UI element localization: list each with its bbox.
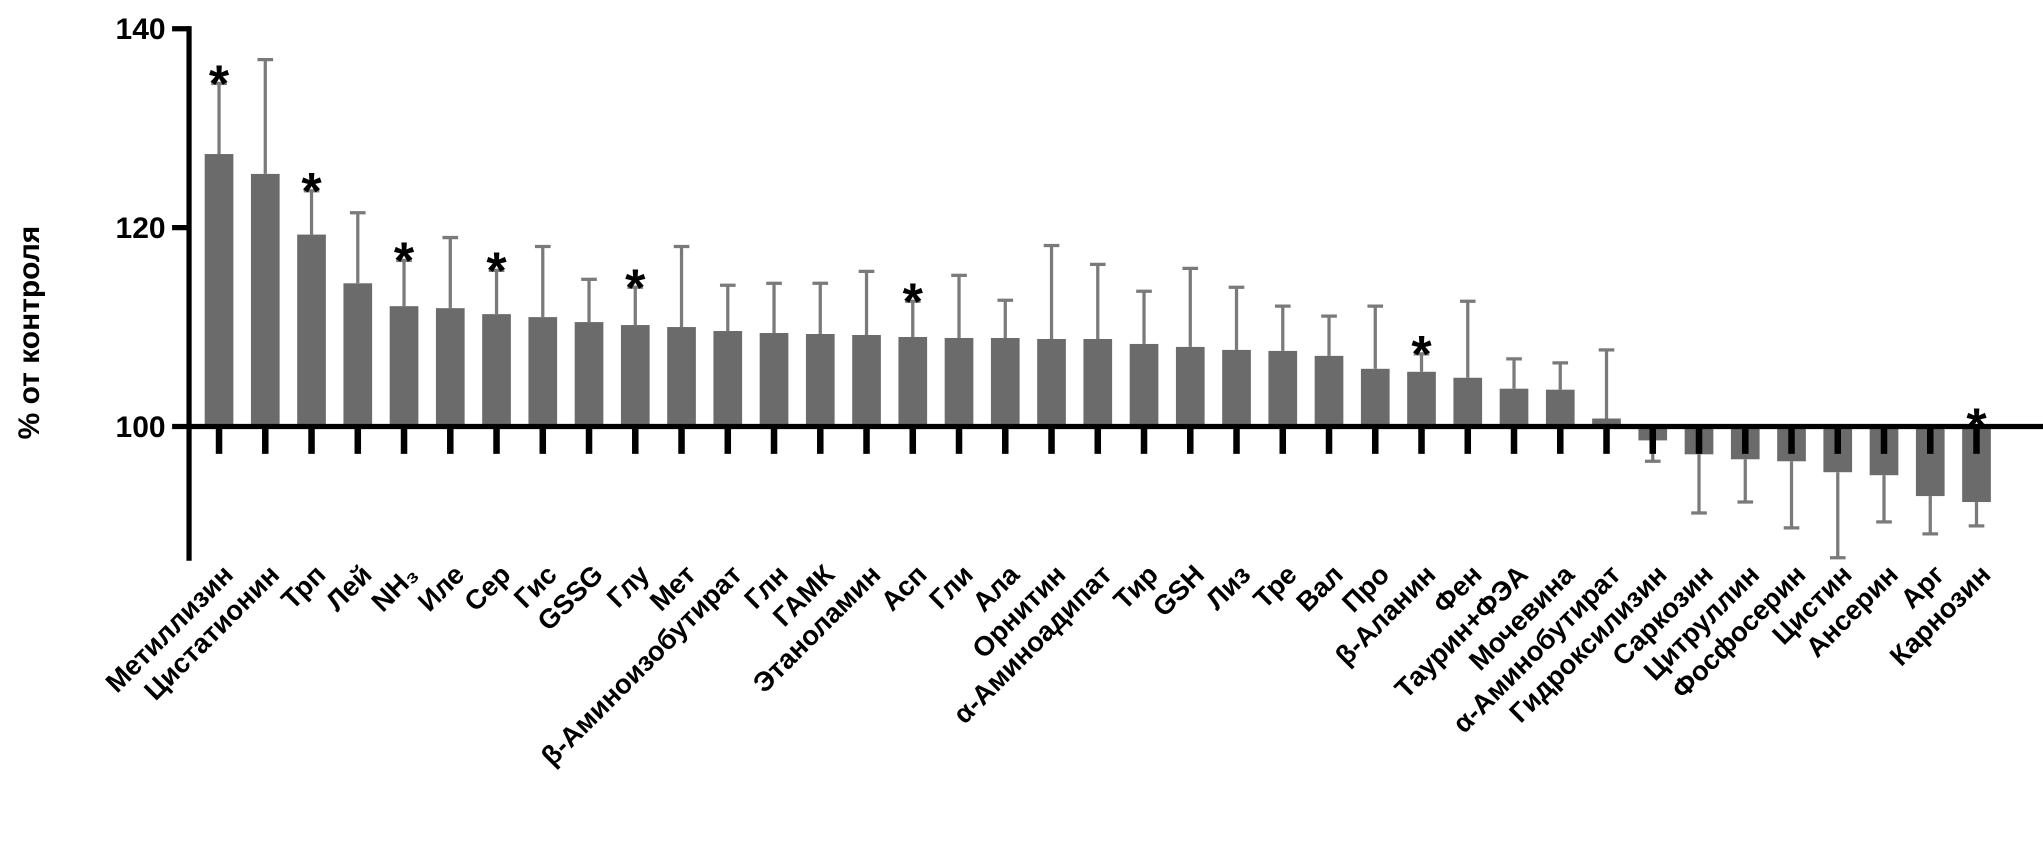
significance-marker: * xyxy=(301,163,322,221)
bar xyxy=(1314,355,1344,427)
error-bar xyxy=(1922,496,1939,536)
bar xyxy=(1407,371,1436,427)
significance-marker: * xyxy=(1411,326,1432,384)
error-bar xyxy=(719,283,736,332)
bar xyxy=(1222,349,1251,427)
bar xyxy=(1592,418,1621,427)
bar xyxy=(1129,343,1159,427)
error-bar xyxy=(1506,357,1522,389)
x-tick-label: Лиз xyxy=(1199,559,1256,616)
error-bar xyxy=(534,244,551,318)
error-bar xyxy=(488,268,505,315)
bar xyxy=(1175,346,1205,427)
error-bar xyxy=(1043,243,1060,339)
error-bar xyxy=(1876,475,1892,524)
error-bar xyxy=(1783,461,1800,530)
bar xyxy=(1083,338,1113,427)
bar xyxy=(620,325,650,427)
bar xyxy=(898,336,928,427)
x-tick-label: Гли xyxy=(923,559,979,615)
x-tick-label: Иле xyxy=(412,559,471,618)
x-tick-label: NH₃ xyxy=(365,559,424,618)
bar xyxy=(250,173,280,427)
y-tick-label: 100 xyxy=(116,411,166,444)
error-bar xyxy=(349,211,366,284)
error-bar xyxy=(211,81,227,155)
bar xyxy=(1360,368,1390,427)
y-axis-label: % от контроля xyxy=(13,226,46,440)
x-tick-label: Трп xyxy=(275,559,332,616)
bar xyxy=(389,306,419,427)
significance-marker: * xyxy=(486,243,507,301)
bar xyxy=(805,334,835,427)
error-bar xyxy=(1136,289,1152,344)
bar xyxy=(482,314,511,427)
bar xyxy=(1453,377,1483,427)
error-bar xyxy=(904,299,921,337)
error-bar xyxy=(1367,304,1384,369)
error-bar xyxy=(812,281,829,335)
error-bar xyxy=(1182,266,1199,347)
error-bar xyxy=(858,269,875,335)
x-tick-label: Сер xyxy=(458,559,516,617)
error-bar xyxy=(1552,361,1569,390)
error-bar xyxy=(951,273,967,338)
error-bar xyxy=(1459,299,1476,378)
bar xyxy=(1037,338,1066,427)
x-tick-label: Лей xyxy=(320,559,378,617)
x-tick-label: Глу xyxy=(600,558,655,613)
bar xyxy=(1545,389,1575,427)
error-bar xyxy=(257,57,274,174)
error-bar xyxy=(1089,262,1106,339)
x-tick-label: Вал xyxy=(1290,559,1349,618)
error-bar xyxy=(581,277,597,323)
bar xyxy=(667,327,696,427)
error-bar xyxy=(303,189,320,235)
significance-marker: * xyxy=(209,56,230,114)
error-bar xyxy=(1274,304,1291,351)
error-bar xyxy=(1968,502,1985,528)
x-tick-label: GSH xyxy=(1146,559,1210,623)
bar xyxy=(297,234,326,427)
error-bar xyxy=(396,258,412,307)
bar xyxy=(990,337,1020,427)
x-tick-label: Асп xyxy=(875,559,933,617)
error-bar xyxy=(1413,352,1430,372)
bar xyxy=(852,334,881,427)
error-bar xyxy=(1598,348,1615,419)
error-bar xyxy=(1321,314,1337,356)
significance-marker: * xyxy=(394,233,415,291)
significance-marker: * xyxy=(625,260,646,318)
error-bar xyxy=(1691,454,1707,515)
significance-marker: * xyxy=(903,273,924,331)
y-tick-label: 120 xyxy=(116,212,166,245)
bar xyxy=(343,283,373,427)
bar xyxy=(204,154,234,427)
bar xyxy=(435,308,465,427)
y-tick-label: 140 xyxy=(116,13,166,46)
bar xyxy=(574,322,604,427)
error-bar xyxy=(442,235,459,309)
error-bar xyxy=(997,298,1014,338)
bar xyxy=(528,317,558,427)
error-bar xyxy=(1228,285,1245,350)
error-bar xyxy=(627,285,644,326)
error-bar xyxy=(673,244,690,328)
bar xyxy=(1268,350,1298,427)
error-bar xyxy=(766,281,782,334)
bar xyxy=(759,333,789,427)
x-tick-label: Тре xyxy=(1247,559,1303,615)
bar xyxy=(713,331,743,427)
bar xyxy=(944,337,974,427)
error-bar xyxy=(1737,459,1754,504)
bar xyxy=(1499,388,1529,427)
error-bar xyxy=(1829,472,1846,560)
